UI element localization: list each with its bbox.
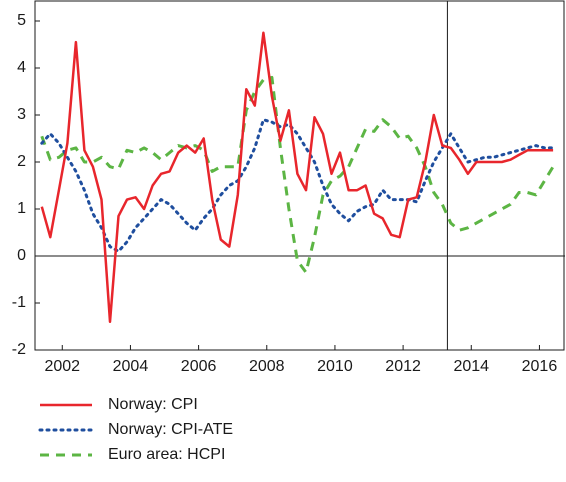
y-tick-label: 2 xyxy=(17,153,26,170)
series-line xyxy=(40,118,555,253)
x-tick-label: 2014 xyxy=(453,358,489,375)
y-tick-label: -1 xyxy=(12,294,26,311)
x-tick-label: 2010 xyxy=(317,358,353,375)
y-tick-label: 5 xyxy=(17,12,26,29)
y-tick-label: 0 xyxy=(17,247,26,264)
legend-label: Euro area: HCPI xyxy=(108,446,225,463)
y-tick-label: 3 xyxy=(17,106,26,123)
x-tick-label: 2002 xyxy=(44,358,80,375)
series-line xyxy=(40,75,555,274)
series-line xyxy=(40,31,554,324)
x-tick-label: 2008 xyxy=(249,358,285,375)
y-tick-label: 1 xyxy=(17,200,26,217)
legend-label: Norway: CPI xyxy=(108,396,198,413)
y-tick-label: -2 xyxy=(12,341,26,358)
x-tick-label: 2004 xyxy=(113,358,149,375)
plot-frame xyxy=(34,0,565,351)
x-tick-label: 2006 xyxy=(181,358,217,375)
legend-label: Norway: CPI-ATE xyxy=(108,421,233,438)
x-tick-label: 2012 xyxy=(385,358,421,375)
x-tick-label: 2016 xyxy=(522,358,558,375)
y-tick-label: 4 xyxy=(17,59,26,76)
